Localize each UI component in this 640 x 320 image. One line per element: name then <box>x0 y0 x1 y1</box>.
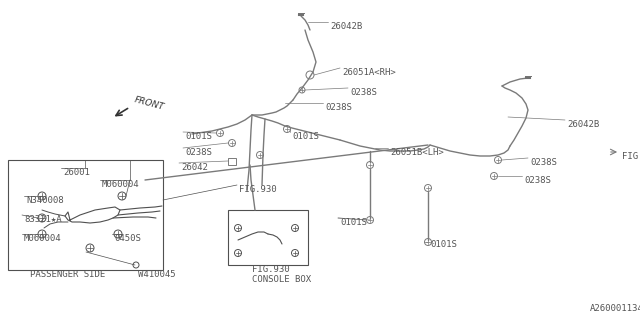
Text: 0450S: 0450S <box>114 234 141 243</box>
Text: 0101S: 0101S <box>340 218 367 227</box>
Text: 26042: 26042 <box>181 163 208 172</box>
Text: PASSENGER SIDE: PASSENGER SIDE <box>30 270 105 279</box>
Text: 0238S: 0238S <box>185 148 212 157</box>
Text: CONSOLE BOX: CONSOLE BOX <box>252 275 311 284</box>
Text: M060004: M060004 <box>24 234 61 243</box>
Text: 0101S: 0101S <box>185 132 212 141</box>
Text: FIG.930: FIG.930 <box>252 265 290 274</box>
Bar <box>228 158 236 165</box>
Text: A260001134: A260001134 <box>590 304 640 313</box>
Text: 0101S: 0101S <box>292 132 319 141</box>
Text: 0238S: 0238S <box>530 158 557 167</box>
Text: FIG.263: FIG.263 <box>622 152 640 161</box>
Text: 0238S: 0238S <box>325 103 352 112</box>
Text: 26042B: 26042B <box>330 22 362 31</box>
Text: 0101S: 0101S <box>430 240 457 249</box>
Bar <box>8 160 163 270</box>
Text: 26001: 26001 <box>63 168 90 177</box>
Bar <box>228 210 308 265</box>
Text: 26051B<LH>: 26051B<LH> <box>390 148 444 157</box>
Text: 0238S: 0238S <box>524 176 551 185</box>
Text: 26051A<RH>: 26051A<RH> <box>342 68 396 77</box>
Text: 26042B: 26042B <box>567 120 599 129</box>
Text: N340008: N340008 <box>26 196 63 205</box>
Text: 83321★A: 83321★A <box>24 215 61 224</box>
Text: FIG.930: FIG.930 <box>239 185 276 194</box>
Text: FRONT: FRONT <box>133 96 165 112</box>
Text: 0238S: 0238S <box>350 88 377 97</box>
Text: M060004: M060004 <box>102 180 140 189</box>
Text: W410045: W410045 <box>138 270 175 279</box>
